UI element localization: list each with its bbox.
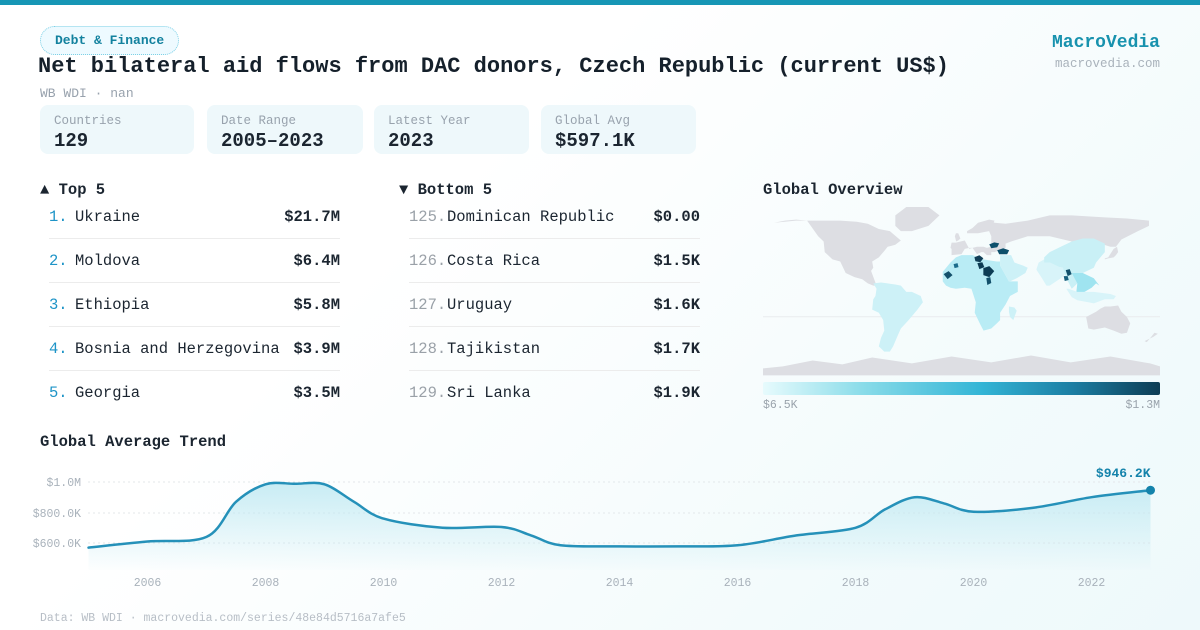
svg-text:2008: 2008: [252, 577, 280, 590]
svg-text:$800.0K: $800.0K: [33, 508, 81, 521]
svg-text:$1.0M: $1.0M: [46, 477, 81, 490]
svg-text:2014: 2014: [606, 577, 634, 590]
svg-text:2016: 2016: [724, 577, 752, 590]
svg-text:2020: 2020: [960, 577, 988, 590]
svg-text:2022: 2022: [1078, 577, 1106, 590]
svg-text:2010: 2010: [370, 577, 398, 590]
svg-text:$600.0K: $600.0K: [33, 538, 81, 551]
svg-text:2006: 2006: [134, 577, 162, 590]
svg-text:$946.2K: $946.2K: [1096, 466, 1151, 481]
svg-text:2012: 2012: [488, 577, 516, 590]
svg-text:2018: 2018: [842, 577, 870, 590]
